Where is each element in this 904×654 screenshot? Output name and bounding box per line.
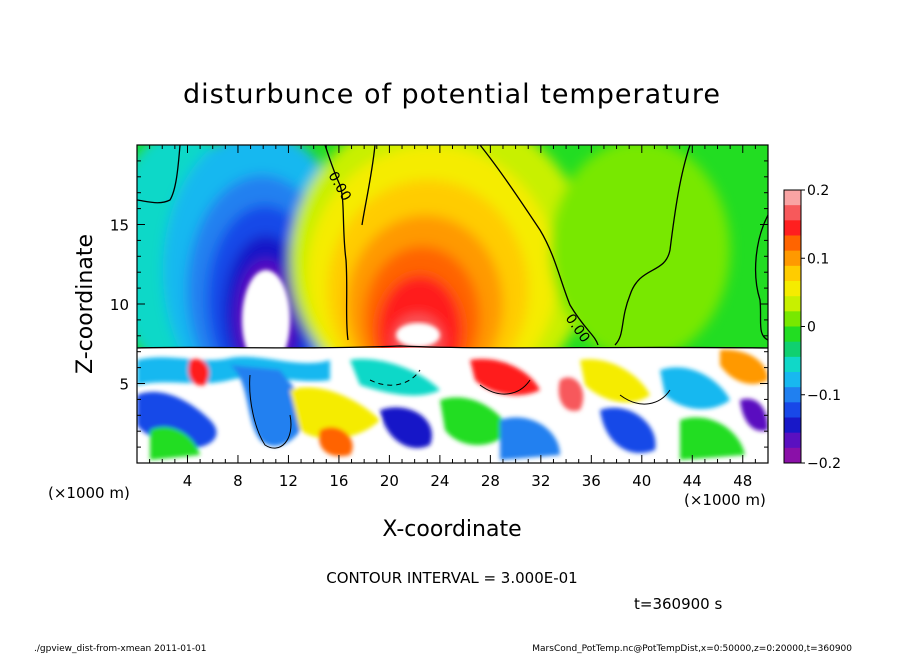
colorbar-swatch bbox=[784, 235, 801, 252]
colorbar-tick-label: 0 bbox=[807, 320, 816, 336]
x-tick-label: 48 bbox=[733, 472, 752, 490]
x-unit-right: (×1000 m) bbox=[684, 491, 766, 509]
colorbar: 0.2 0.1 0 −0.1 −0.2 bbox=[783, 183, 841, 472]
colorbar-swatch bbox=[784, 432, 801, 449]
y-axis-label: Z-coordinate bbox=[73, 234, 98, 374]
footer-left: ./gpview_dist-from-xmean 2011-01-01 bbox=[34, 644, 206, 654]
footer-right: MarsCond_PotTemp.nc@PotTempDist,x=0:5000… bbox=[532, 644, 852, 654]
x-tick-label: 40 bbox=[632, 472, 651, 490]
colorbar-tick-label: −0.2 bbox=[807, 456, 841, 472]
colorbar-swatch bbox=[784, 311, 801, 327]
x-tick-label: 20 bbox=[380, 472, 399, 490]
x-tick-label: 44 bbox=[683, 472, 702, 490]
heatmap-field bbox=[137, 145, 768, 463]
colorbar-swatch bbox=[784, 402, 801, 418]
x-tick-label: 28 bbox=[481, 472, 500, 490]
colorbar-swatch bbox=[784, 296, 801, 312]
x-tick-label: 8 bbox=[233, 472, 243, 490]
x-tick-label: 12 bbox=[279, 472, 298, 490]
contour-lines bbox=[137, 145, 768, 449]
x-tick-label: 4 bbox=[183, 472, 193, 490]
y-axis: 5 10 15 bbox=[110, 160, 768, 448]
y-tick-label: 15 bbox=[110, 217, 129, 235]
colorbar-swatch bbox=[784, 447, 801, 464]
x-unit-left: (×1000 m) bbox=[48, 484, 130, 502]
y-tick-label: 10 bbox=[110, 296, 129, 314]
y-tick-label: 5 bbox=[119, 376, 129, 394]
x-tick-label: 32 bbox=[531, 472, 550, 490]
contour-interval: CONTOUR INTERVAL = 3.000E-01 bbox=[326, 569, 577, 587]
colorbar-tick-label: −0.1 bbox=[807, 388, 841, 404]
colorbar-swatch bbox=[784, 356, 801, 373]
x-tick-label: 36 bbox=[582, 472, 601, 490]
colorbar-tick-label: 0.2 bbox=[807, 183, 829, 199]
chart-title: disturbunce of potential temperature bbox=[183, 79, 721, 110]
colorbar-swatch bbox=[784, 281, 801, 297]
colorbar-swatch bbox=[784, 190, 801, 206]
colorbar-swatch bbox=[784, 341, 801, 358]
x-axis: 4 8 12 16 20 24 28 32 36 40 44 48 bbox=[149, 145, 756, 490]
colorbar-tick-label: 0.1 bbox=[807, 251, 829, 267]
time-label: t=360900 s bbox=[634, 595, 722, 613]
colorbar-swatch bbox=[784, 220, 801, 236]
x-axis-label: X-coordinate bbox=[382, 517, 521, 542]
colorbar-swatch bbox=[784, 205, 801, 221]
x-tick-label: 24 bbox=[430, 472, 449, 490]
colorbar-swatch bbox=[784, 326, 801, 343]
colorbar-swatch bbox=[784, 417, 801, 434]
colorbar-swatch bbox=[784, 387, 801, 403]
colorbar-swatch bbox=[784, 372, 801, 388]
colorbar-swatch bbox=[784, 250, 801, 267]
colorbar-swatch bbox=[784, 265, 801, 282]
x-tick-label: 16 bbox=[329, 472, 348, 490]
